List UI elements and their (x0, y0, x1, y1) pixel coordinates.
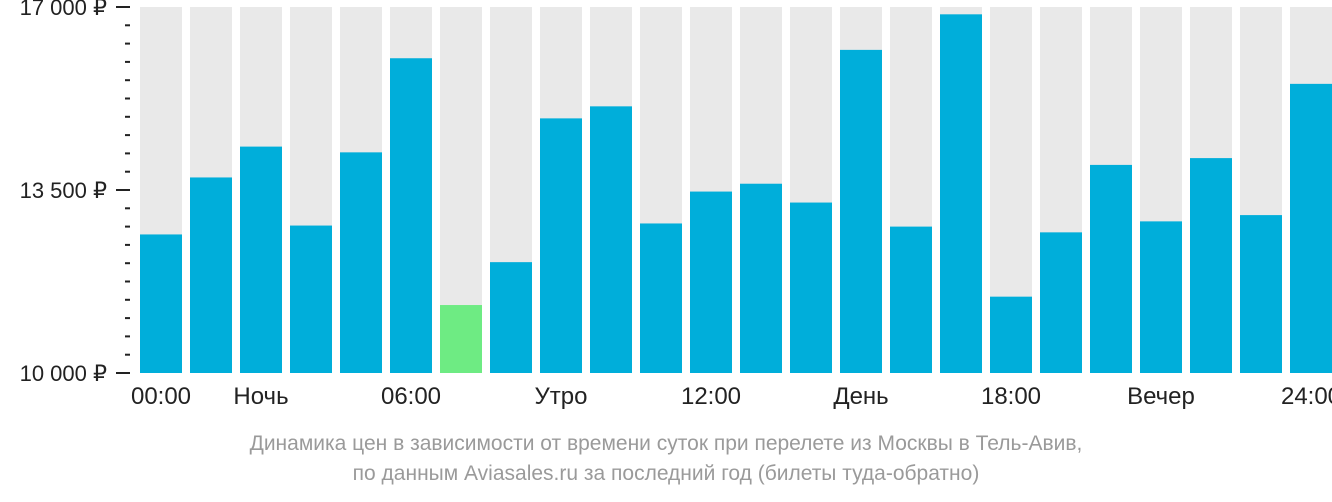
bar (290, 225, 332, 373)
chart-caption-line-2: по данным Aviasales.ru за последний год … (352, 462, 980, 485)
bar (490, 262, 532, 373)
x-tick-label: 06:00 (381, 383, 441, 410)
y-tick-label: 13 500 ₽ (20, 178, 107, 203)
bar (790, 202, 832, 373)
x-tick-label: Утро (535, 383, 588, 410)
bar (1040, 232, 1082, 373)
bars (140, 14, 1332, 374)
bar (190, 177, 232, 373)
bar (940, 14, 982, 373)
bar (990, 296, 1032, 373)
bar (740, 183, 782, 373)
bar (690, 191, 732, 373)
y-axis: 10 000 ₽ 13 500 ₽ 17 000 ₽ (20, 0, 130, 386)
bar (1290, 83, 1332, 374)
x-tick-label: 12:00 (681, 383, 741, 410)
bar (390, 58, 432, 374)
bar (1240, 215, 1282, 373)
y-tick-label: 10 000 ₽ (20, 361, 107, 386)
bar (840, 49, 882, 373)
bar (890, 226, 932, 373)
y-tick-label: 17 000 ₽ (20, 0, 107, 20)
price-by-hour-chart: 10 000 ₽ 13 500 ₽ 17 000 ₽ 00:00 Ночь 06:00 У… (20, 0, 1332, 410)
bar (240, 146, 282, 373)
bar (1140, 221, 1182, 373)
x-tick-label: 18:00 (981, 383, 1041, 410)
x-tick-label: Вечер (1127, 383, 1195, 410)
bar (340, 152, 382, 373)
x-tick-label: День (833, 383, 888, 410)
x-tick-label: 00:00 (131, 383, 191, 410)
bar (1190, 158, 1232, 373)
bar (640, 223, 682, 373)
x-axis-labels: 00:00 Ночь 06:00 Утро 12:00 День 18:00 Вечер 24:… (131, 383, 1332, 410)
bar (590, 106, 632, 373)
x-tick-label: Ночь (233, 383, 288, 410)
bar (1090, 164, 1132, 373)
bar (540, 118, 582, 374)
bar-cheapest (440, 305, 482, 373)
x-tick-label: 24:00 (1281, 383, 1332, 410)
bar (140, 234, 182, 373)
chart-caption-line-1: Динамика цен в зависимости от времени су… (249, 432, 1083, 455)
